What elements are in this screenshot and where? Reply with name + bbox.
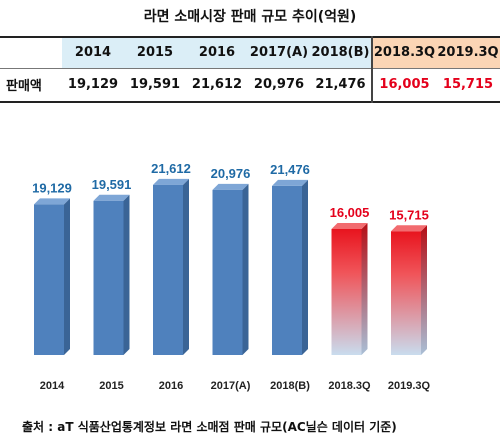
x-tick-label: 2017(A) <box>211 380 251 392</box>
table-header-cell: 2018(B) <box>310 37 372 68</box>
bar <box>272 179 308 355</box>
table-cell: 21,612 <box>191 77 243 93</box>
table-header-cell: 2015 <box>124 37 186 68</box>
table-row-label: 판매액 <box>6 79 42 95</box>
value-label: 16,005 <box>330 205 370 220</box>
summary-table: 2014 2015 2016 2017(A) 2018(B) 2018.3Q 2… <box>0 36 500 103</box>
x-tick-label: 2018.3Q <box>328 380 371 392</box>
x-tick-label: 2014 <box>40 380 65 392</box>
bar <box>93 194 130 355</box>
table-cell: 15,715 <box>442 77 494 93</box>
x-tick-label: 2018(B) <box>270 380 310 392</box>
value-label: 15,715 <box>389 207 429 222</box>
chart-title: 라면 소매시장 판매 규모 추이(억원) <box>143 9 357 25</box>
table-header-cell: 2019.3Q <box>436 37 500 68</box>
table-cell: 21,476 <box>315 77 366 93</box>
x-tick-label: 2016 <box>159 380 183 392</box>
x-tick-label: 2015 <box>99 380 123 392</box>
table-header-cell: 2014 <box>62 37 124 68</box>
bar <box>153 178 189 355</box>
table-corner-cell <box>0 37 62 68</box>
value-label: 21,612 <box>151 161 191 176</box>
x-tick-label: 2019.3Q <box>388 380 431 392</box>
table-header-cell: 2017(A) <box>248 37 310 68</box>
source-note: 출처 : aT 식품산업통계정보 라면 소매점 판매 규모(AC닐슨 데이터 기… <box>22 420 397 434</box>
value-label: 20,976 <box>211 166 251 181</box>
table-header-cell: 2018.3Q <box>371 37 436 68</box>
value-label: 21,476 <box>270 162 310 177</box>
value-label: 19,129 <box>32 180 72 195</box>
table-row: 판매액 19,129 19,591 21,612 20,976 21,476 1… <box>0 68 500 102</box>
table-cell: 16,005 <box>371 68 436 102</box>
value-label: 19,591 <box>92 177 132 192</box>
bar <box>331 223 368 355</box>
bar-chart: 19,129 19,591 21,612 20,976 21,476 16,005 15,7… <box>32 161 431 392</box>
bar <box>212 183 249 355</box>
table-header-row: 2014 2015 2016 2017(A) 2018(B) 2018.3Q 2… <box>0 37 500 68</box>
bar <box>34 198 70 355</box>
table-cell: 19,129 <box>67 77 119 93</box>
table-header-cell: 2016 <box>186 37 248 68</box>
table-cell: 20,976 <box>253 77 305 93</box>
bar <box>391 225 427 355</box>
table-cell: 19,591 <box>129 77 181 93</box>
